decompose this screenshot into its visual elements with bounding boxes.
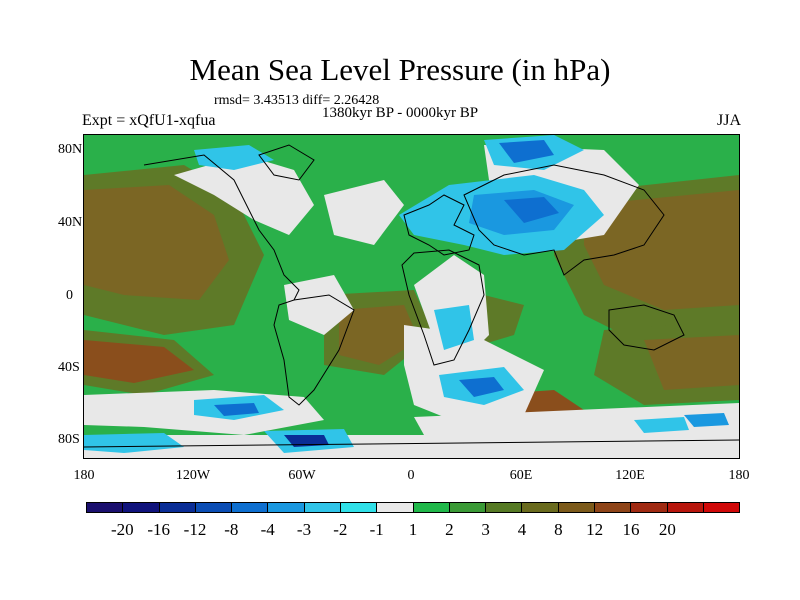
x-tick-label: 120E (615, 468, 645, 483)
legend-swatch (522, 503, 559, 512)
coastlines (84, 144, 739, 448)
legend-label: -20 (110, 520, 134, 539)
x-tick-label: 180 (728, 468, 750, 483)
legend-swatch (413, 503, 450, 512)
legend-swatch (449, 503, 487, 512)
legend-label: -8 (224, 520, 239, 539)
legend-label: 20 (658, 520, 676, 539)
legend-label: 4 (517, 520, 527, 539)
x-tick-label: 0 (407, 468, 415, 483)
legend-label: 2 (445, 520, 454, 539)
rmsd-diff-stats: rmsd= 3.43513 diff= 2.26428 (214, 93, 380, 108)
legend-label: -12 (183, 520, 207, 539)
legend-label: -16 (147, 520, 170, 539)
legend-label: -3 (296, 520, 312, 539)
x-tick-label: 180 (73, 468, 95, 483)
legend-swatch (87, 503, 124, 512)
legend-label: 12 (586, 520, 604, 539)
legend-swatch (304, 503, 341, 512)
legend-label: 3 (481, 520, 490, 539)
legend-label: -1 (369, 520, 384, 539)
pressure-map-canvas (84, 135, 739, 458)
y-tick-label: 40S (58, 360, 80, 375)
legend-swatch (703, 503, 740, 512)
legend-swatch (195, 503, 233, 512)
legend-swatch (667, 503, 704, 512)
time-period-label: 1380kyr BP - 0000kyr BP (321, 105, 479, 121)
legend-swatch (594, 503, 632, 512)
y-tick-label: 80S (58, 432, 80, 447)
x-tick-label: 60W (288, 468, 316, 483)
x-tick-label: 60E (509, 468, 533, 483)
color-legend (86, 502, 740, 513)
pressure-map (83, 134, 740, 459)
season-label: JJA (716, 112, 741, 129)
map-title: Mean Sea Level Pressure (in hPa) (189, 52, 611, 87)
legend-swatch (377, 503, 414, 512)
legend-swatch (340, 503, 378, 512)
y-tick-label: 0 (66, 288, 73, 303)
legend-swatch (558, 503, 595, 512)
legend-swatch (486, 503, 523, 512)
legend-label: -2 (333, 520, 348, 539)
legend-label: -4 (260, 520, 275, 539)
legend-swatch (232, 503, 269, 512)
legend-label: 8 (554, 520, 563, 539)
legend-label: 16 (622, 520, 640, 539)
legend-swatch (123, 503, 160, 512)
y-tick-label: 80N (58, 142, 83, 157)
experiment-label: Expt = xQfU1-xqfua (82, 112, 216, 129)
legend-swatch (159, 503, 196, 512)
legend-swatch (268, 503, 305, 512)
legend-swatch (631, 503, 668, 512)
negative-anomaly-fields (84, 135, 729, 453)
y-tick-label: 40N (58, 215, 83, 230)
legend-label: 1 (408, 520, 418, 539)
x-tick-label: 120W (175, 468, 211, 483)
